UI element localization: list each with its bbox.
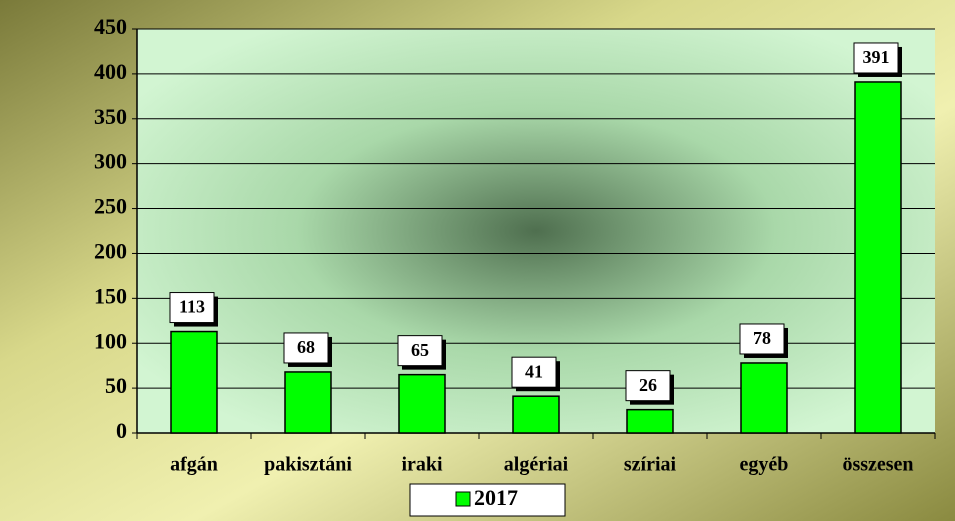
bar bbox=[398, 373, 446, 434]
data-label-box bbox=[853, 42, 899, 74]
data-label-box bbox=[739, 323, 785, 355]
bar bbox=[740, 362, 788, 434]
bar bbox=[284, 371, 332, 434]
x-tick-label: afgán bbox=[170, 454, 218, 476]
x-tick-label: pakisztáni bbox=[264, 454, 352, 476]
bar bbox=[512, 395, 560, 434]
data-label-box bbox=[625, 370, 671, 402]
y-tick-label: 350 bbox=[94, 104, 127, 129]
data-label-box bbox=[397, 335, 443, 367]
y-tick-label: 100 bbox=[94, 328, 127, 353]
y-tick-label: 250 bbox=[94, 194, 127, 219]
legend-swatch bbox=[455, 491, 471, 507]
y-tick-label: 450 bbox=[94, 14, 127, 39]
legend-label: 2017 bbox=[474, 485, 518, 510]
x-tick-label: iraki bbox=[401, 454, 443, 476]
data-label: 26 bbox=[639, 375, 657, 395]
y-tick-label: 300 bbox=[94, 149, 127, 174]
data-label: 113 bbox=[179, 297, 205, 317]
data-label-box bbox=[169, 292, 215, 324]
x-tick-label: összesen bbox=[842, 454, 913, 476]
bar bbox=[854, 81, 902, 434]
y-tick-label: 0 bbox=[116, 418, 127, 443]
y-tick-label: 400 bbox=[94, 59, 127, 84]
y-tick-label: 50 bbox=[105, 373, 127, 398]
y-tick-label: 150 bbox=[94, 283, 127, 308]
x-tick-label: algériai bbox=[504, 454, 569, 476]
data-label: 65 bbox=[411, 340, 429, 360]
bar bbox=[170, 330, 218, 434]
x-tick-label: szíriai bbox=[624, 454, 677, 476]
y-tick-label: 200 bbox=[94, 238, 127, 263]
data-label-box bbox=[283, 332, 329, 364]
data-label: 78 bbox=[753, 328, 771, 348]
data-label: 391 bbox=[863, 47, 890, 67]
legend-box bbox=[409, 483, 566, 517]
x-tick-label: egyéb bbox=[740, 454, 789, 476]
data-label-box bbox=[511, 356, 557, 388]
data-label: 41 bbox=[525, 361, 543, 381]
data-label: 68 bbox=[297, 337, 315, 357]
bar bbox=[626, 408, 674, 434]
